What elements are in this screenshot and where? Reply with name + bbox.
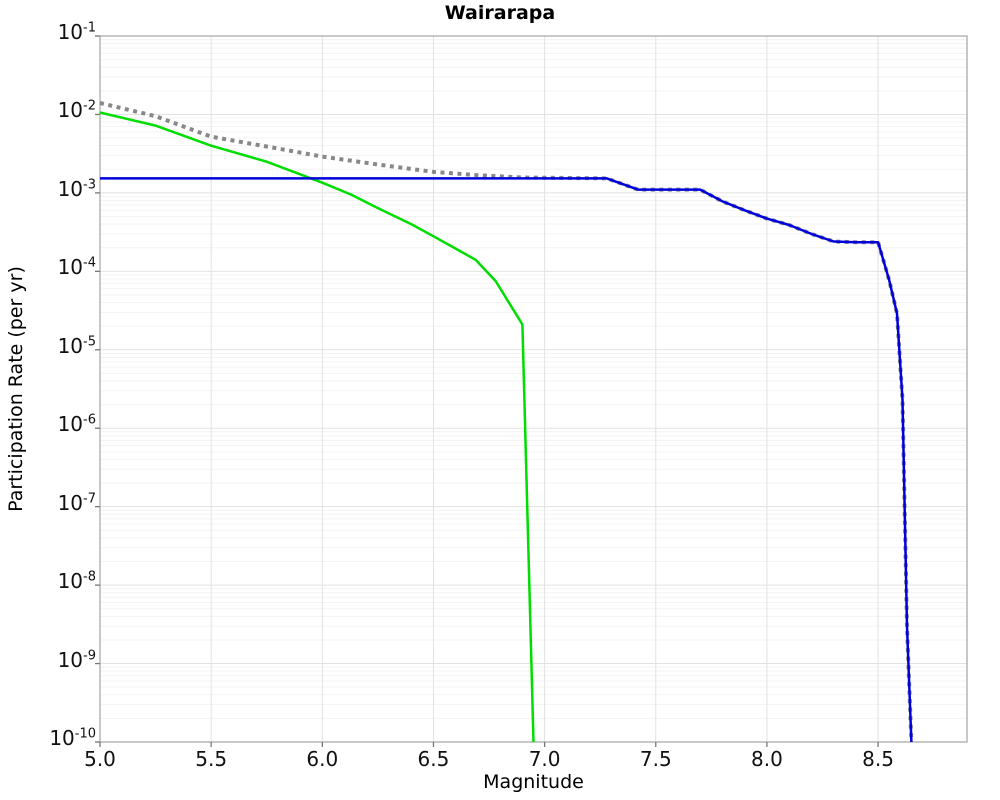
- series-gray-dotted-total-line: [99, 101, 914, 743]
- y-tick-label: 10-6: [57, 412, 96, 437]
- plot-border: [99, 35, 968, 743]
- x-tick-label: 8.5: [862, 747, 894, 771]
- chart-title: Wairarapa: [444, 2, 556, 24]
- y-tick-label: 10-3: [57, 176, 96, 201]
- y-tick-label: 10-2: [57, 98, 96, 123]
- x-tick-label: 7.5: [639, 747, 672, 771]
- y-tick-label: 10-5: [57, 333, 96, 358]
- y-tick-label: 10-10: [49, 726, 96, 750]
- x-tick-label: 5.5: [195, 747, 228, 771]
- x-tick-label: 8.0: [751, 747, 783, 771]
- y-tick-label: 10-4: [57, 255, 96, 280]
- x-tick-label: 6.5: [417, 747, 450, 771]
- y-tick-label: 10-9: [57, 647, 96, 672]
- y-tick-label: 10-8: [57, 569, 96, 594]
- x-tick-label: 6.0: [306, 747, 339, 771]
- x-tick-label: 7.0: [528, 747, 561, 771]
- series-green-solid-line: [99, 111, 535, 743]
- y-tick-label: 10-1: [57, 20, 96, 44]
- x-tick-label: 5.0: [84, 747, 116, 771]
- x-axis-label: Magnitude: [483, 771, 584, 793]
- series-blue-solid-line: [100, 177, 913, 743]
- y-tick-label: 10-7: [57, 490, 96, 515]
